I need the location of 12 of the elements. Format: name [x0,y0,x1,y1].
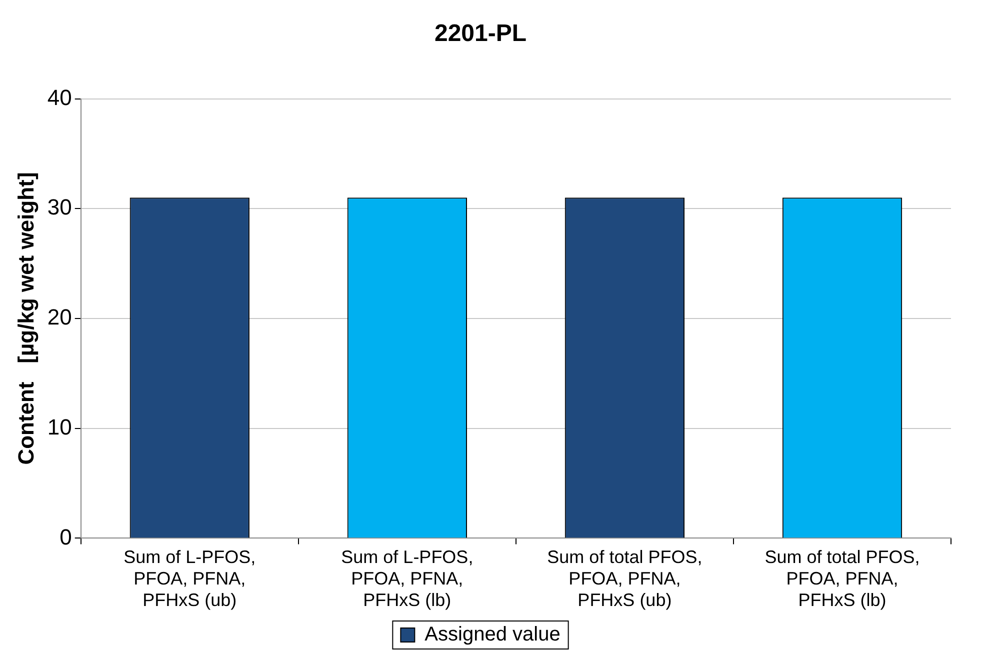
y-tick-label: 10 [47,414,72,440]
x-tick-label: Sum of L-PFOS, PFOA, PFNA, PFHxS (lb) [341,546,474,610]
x-tick-label: Sum of total PFOS, PFOA, PFNA, PFHxS (lb) [764,546,920,610]
legend-label: Assigned value [424,624,560,646]
y-axis-title: Content [µg/kg wet weight] [13,172,38,465]
x-tick-label: Sum of L-PFOS, PFOA, PFNA, PFHxS (ub) [124,546,256,610]
y-tick-label: 20 [47,304,72,330]
y-tick-label: 40 [47,84,72,110]
y-tick-label: 0 [60,524,72,550]
chart-title: 2201-PL [434,20,527,48]
x-tick-label: Sum of total PFOS, PFOA, PFNA, PFHxS (ub) [547,546,702,610]
y-tick-label: 30 [47,194,72,220]
